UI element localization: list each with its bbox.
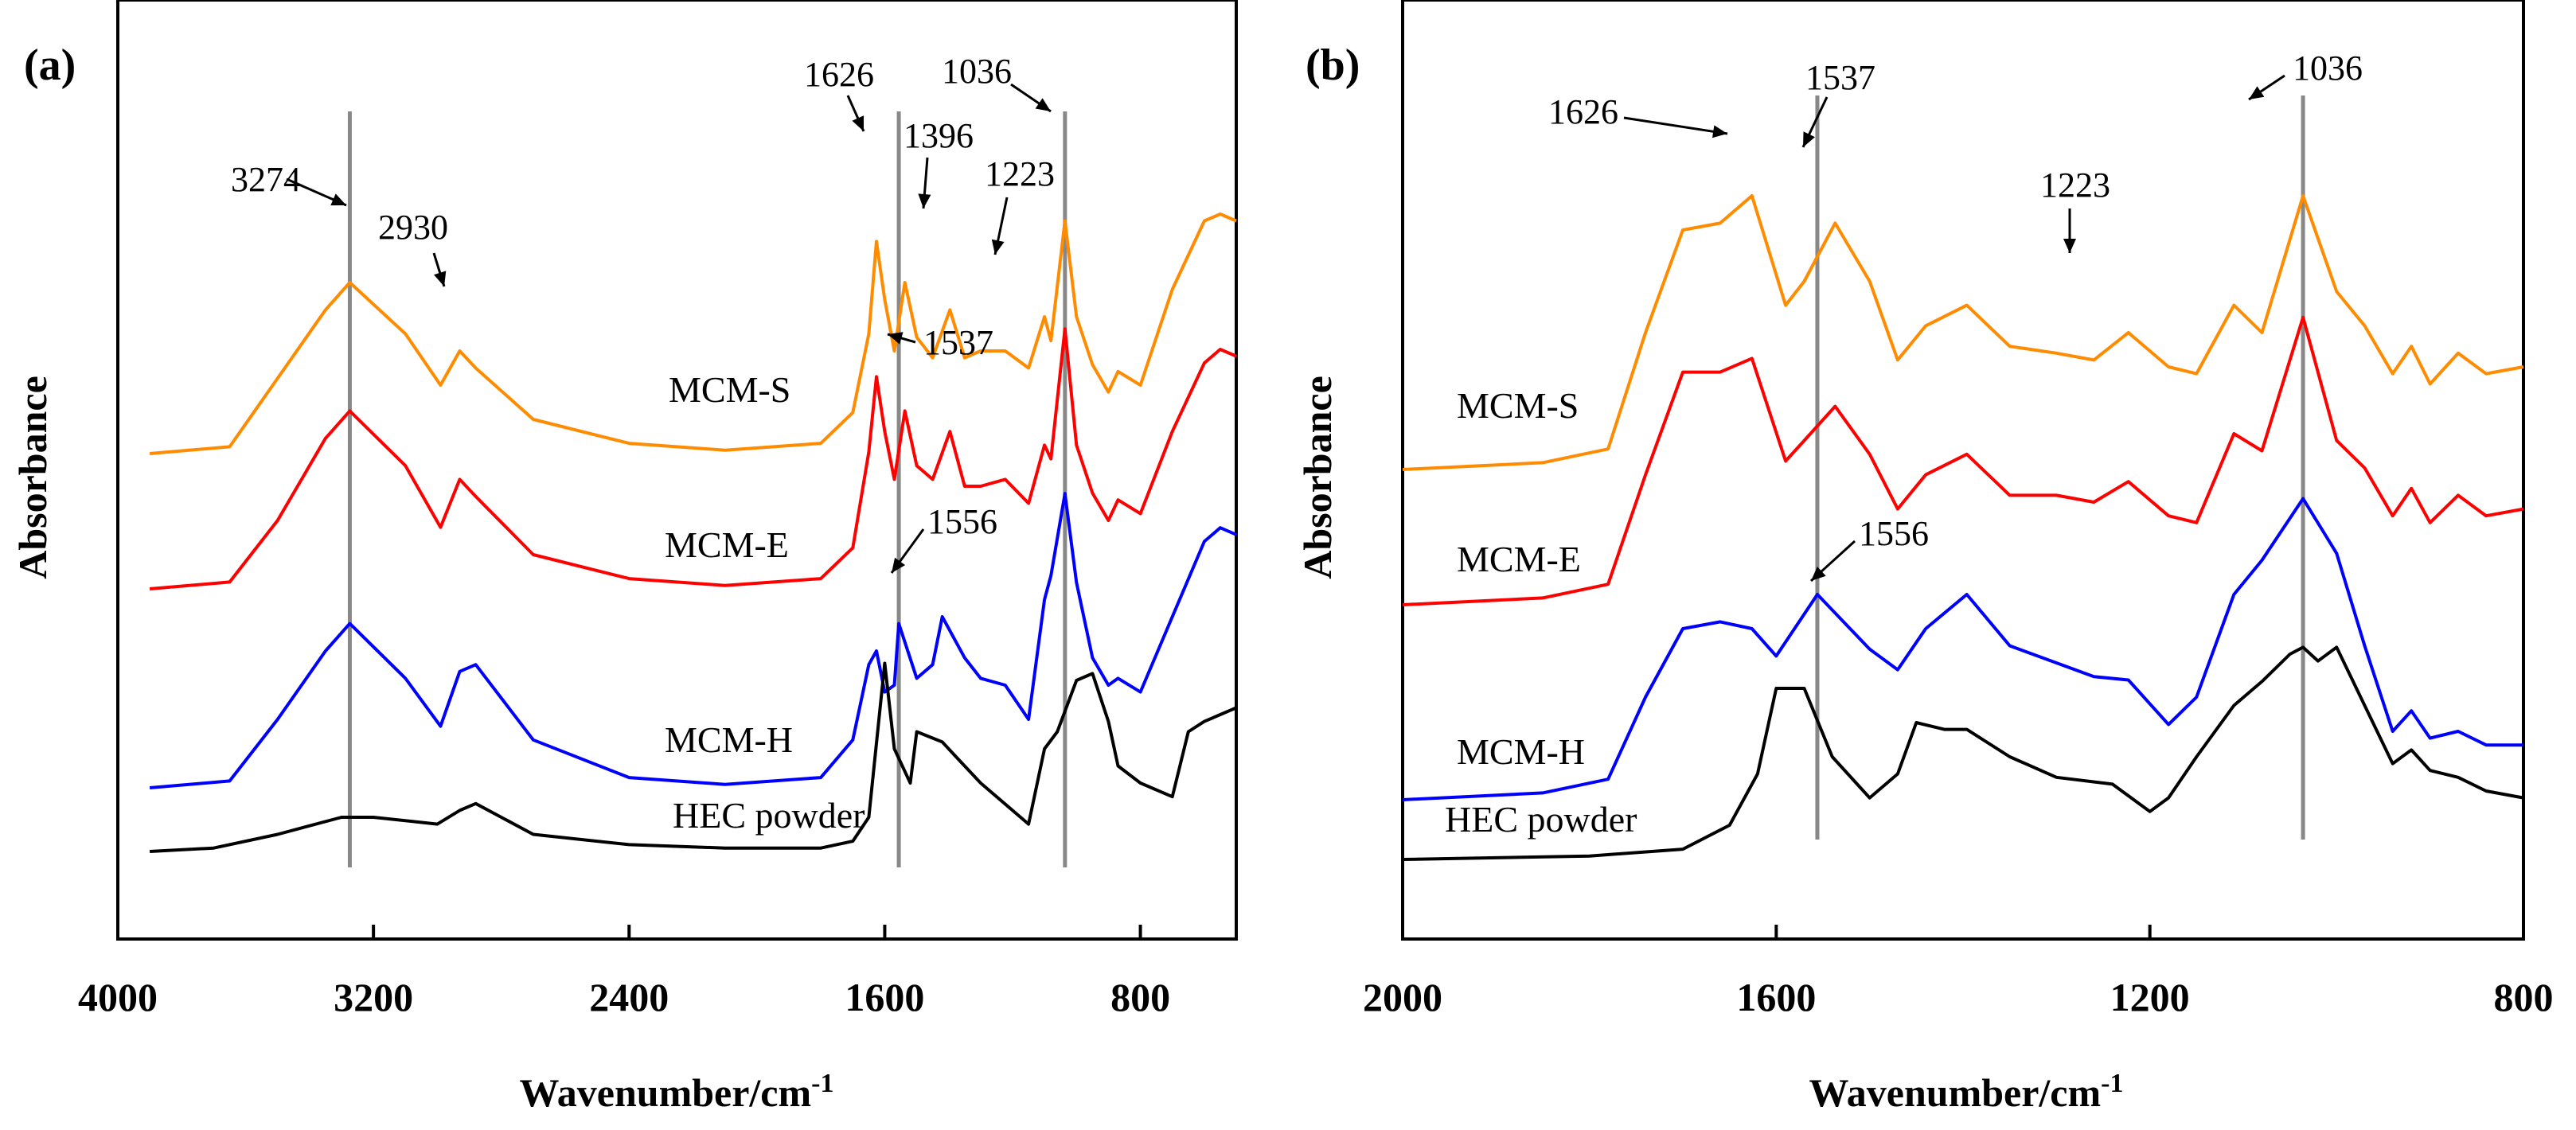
x-tick-label: 2400 bbox=[589, 975, 669, 1019]
annotation-arrowhead bbox=[888, 332, 904, 345]
peak-annotation: 1626 bbox=[804, 55, 874, 94]
peak-annotation: 1537 bbox=[923, 323, 993, 362]
annotation-arrowhead bbox=[2249, 86, 2265, 99]
series-label: MCM-H bbox=[665, 719, 793, 760]
peak-annotations: 1626 1537 1036 1223 1556 bbox=[1548, 49, 2363, 583]
series-label: MCM-S bbox=[1457, 385, 1579, 426]
peak-annotation: 1556 bbox=[927, 502, 997, 541]
peak-annotation: 1626 bbox=[1548, 92, 1618, 131]
series-label: MCM-H bbox=[1457, 731, 1585, 772]
spectra bbox=[149, 212, 1237, 853]
x-ticks: 2000 1600 1200 800 bbox=[1363, 925, 2554, 1019]
peak-annotation: 2930 bbox=[378, 208, 448, 247]
annotation-arrowhead bbox=[1811, 567, 1826, 581]
sample-labels: MCM-S MCM-E MCM-H HEC powder bbox=[665, 369, 865, 836]
peak-annotation: 1537 bbox=[1805, 58, 1875, 97]
peak-annotation: 1396 bbox=[904, 116, 974, 155]
annotation-arrowhead bbox=[1035, 98, 1051, 111]
annotation-arrow bbox=[1623, 116, 1728, 135]
x-tick-label: 1200 bbox=[2110, 975, 2190, 1019]
peak-annotation: 1223 bbox=[2040, 166, 2110, 205]
peak-annotation: 1223 bbox=[985, 154, 1055, 193]
x-tick-label: 3200 bbox=[334, 975, 413, 1019]
annotation-arrowhead bbox=[2063, 239, 2076, 253]
panel-b: (b) Absorbance Wavenumber/cm-1 MCM-SMCM-… bbox=[1295, 0, 2554, 1115]
series-label: MCM-E bbox=[1457, 539, 1581, 579]
series-label: HEC powder bbox=[1445, 799, 1637, 840]
series-line-mcm-h bbox=[149, 492, 1237, 789]
annotation-arrowhead bbox=[1803, 131, 1815, 147]
plot-frame bbox=[116, 0, 1238, 941]
series-line-mcm-e bbox=[1402, 315, 2524, 606]
x-ticks: 4000 3200 2400 1600 800 bbox=[78, 925, 1170, 1019]
annotation-arrowhead bbox=[852, 115, 864, 131]
series-label: MCM-E bbox=[665, 524, 789, 565]
x-tick-label: 4000 bbox=[78, 975, 158, 1019]
sample-labels: MCM-S MCM-E MCM-H HEC powder bbox=[1445, 385, 1637, 840]
reference-lines bbox=[347, 111, 1067, 867]
x-axis-title-superscript: -1 bbox=[811, 1069, 833, 1098]
series-line-mcm-s bbox=[149, 212, 1237, 455]
series-line-mcm-e bbox=[149, 327, 1237, 590]
y-axis-title: Absorbance bbox=[1295, 376, 1340, 579]
x-axis-title: Wavenumber/cm-1 bbox=[520, 1069, 834, 1115]
annotation-arrowhead bbox=[892, 557, 906, 573]
panel-a: (a) Absorbance Wavenumber/cm-1 MCM-SMCM-… bbox=[10, 0, 1238, 1115]
x-axis-title-superscript: -1 bbox=[2101, 1069, 2123, 1098]
annotation-arrowhead bbox=[918, 193, 931, 208]
annotation-arrowhead bbox=[991, 239, 1005, 255]
peak-annotation: 1036 bbox=[2293, 49, 2363, 88]
panel-label: (a) bbox=[24, 41, 76, 90]
series-label: MCM-S bbox=[669, 369, 790, 410]
spectra bbox=[1402, 194, 2524, 861]
panel-label: (b) bbox=[1306, 41, 1360, 90]
x-tick-label: 2000 bbox=[1363, 975, 1442, 1019]
annotation-arrowhead bbox=[330, 193, 346, 206]
x-axis-title-text: Wavenumber/cm bbox=[1809, 1070, 2102, 1115]
peak-annotation: 1036 bbox=[942, 52, 1012, 91]
x-axis-title: Wavenumber/cm-1 bbox=[1809, 1069, 2124, 1115]
series-line-hec-powder bbox=[149, 661, 1237, 853]
plot-frame bbox=[1401, 0, 2525, 941]
series-line-mcm-h bbox=[1402, 497, 2523, 801]
series-line-hec-powder bbox=[1402, 645, 2524, 861]
x-tick-label: 800 bbox=[1110, 975, 1170, 1019]
x-tick-label: 800 bbox=[2494, 975, 2554, 1019]
annotation-arrowhead bbox=[1712, 125, 1727, 138]
peak-annotation: 1556 bbox=[1859, 514, 1929, 553]
x-tick-label: 1600 bbox=[1736, 975, 1816, 1019]
y-axis-title: Absorbance bbox=[10, 376, 55, 579]
series-label: HEC powder bbox=[673, 795, 865, 836]
series-line-mcm-s bbox=[1402, 194, 2524, 471]
x-tick-label: 1600 bbox=[845, 975, 924, 1019]
annotation-arrowhead bbox=[434, 271, 447, 286]
reference-lines bbox=[1815, 95, 2305, 840]
x-axis-title-text: Wavenumber/cm bbox=[520, 1070, 812, 1115]
